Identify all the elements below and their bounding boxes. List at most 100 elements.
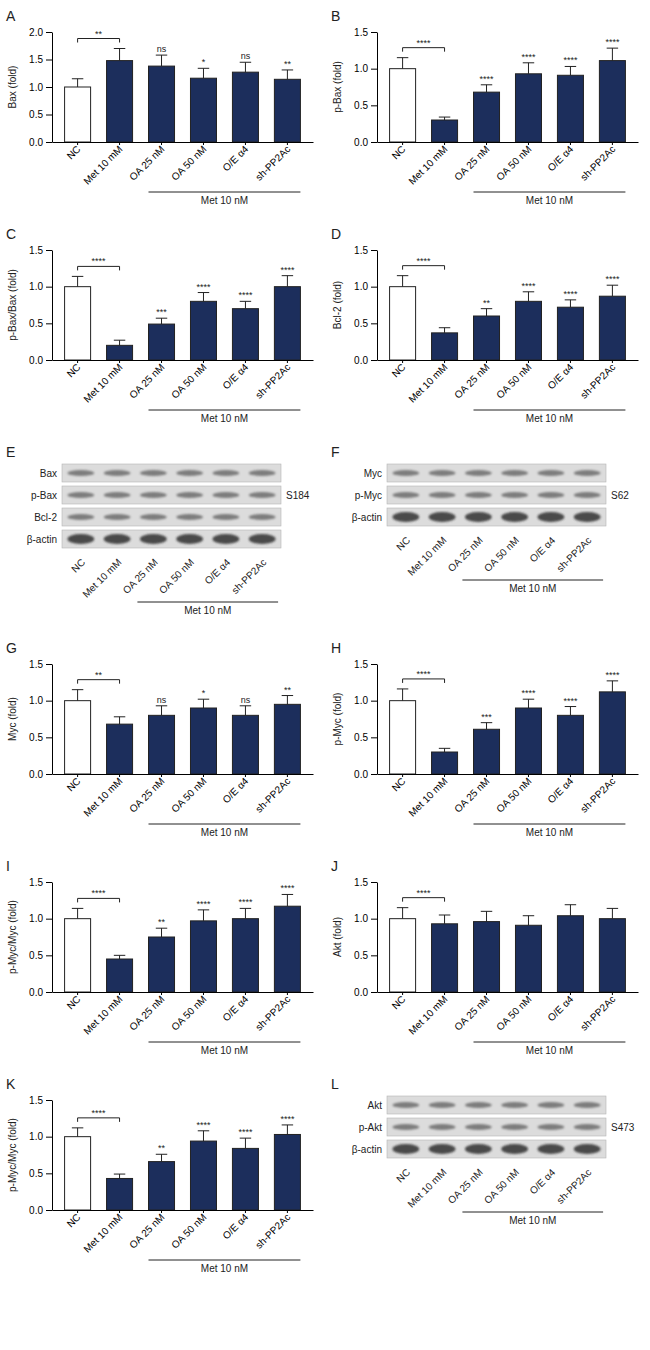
- y-tick-mark: [46, 32, 52, 33]
- y-tick: 0.5: [29, 950, 52, 961]
- comparison-bracket: [78, 1118, 120, 1122]
- significance: ****: [280, 265, 295, 275]
- x-axis: NCMet 10 mMOA 25 nMOA 50 nMO/E α4sh-PP2A…: [378, 142, 639, 187]
- bar: [557, 75, 583, 142]
- x-axis-line: [53, 1210, 314, 1211]
- y-axis-line: [52, 665, 53, 775]
- x-tick-label: OA 25 nM: [452, 775, 491, 814]
- error-bar: [240, 908, 251, 918]
- x-tick-mark: [486, 360, 487, 363]
- bar: [190, 78, 216, 142]
- blot-band: [67, 470, 94, 476]
- blot-strip: [387, 1096, 606, 1114]
- blot-band: [392, 512, 419, 522]
- x-tick-label: OA 25 nM: [127, 361, 166, 400]
- blot-band: [140, 492, 167, 498]
- y-tick: 1.5: [29, 877, 52, 888]
- blot-band: [249, 492, 276, 498]
- y-tick: 0.5: [29, 1168, 52, 1179]
- error-bar-cap: [156, 318, 167, 319]
- error-bar: [198, 293, 209, 302]
- blot: Mycp-Mycβ-actinS62NCMet 10 mMOA 25 nMOA …: [352, 464, 629, 594]
- panel: I0.00.51.01.5NCMet 10 mMOA 25 nMOA 50 nM…: [6, 858, 314, 1056]
- error-bar-stem: [287, 276, 288, 287]
- y-tick-label: 1.0: [29, 913, 43, 924]
- x-tick: O/E α4: [545, 360, 575, 391]
- significance: ****: [563, 55, 578, 65]
- blot-band: [429, 1124, 456, 1130]
- y-axis: 0.00.51.01.5: [354, 877, 377, 998]
- error-bar-cap: [240, 705, 251, 706]
- lane-label: OA 50 nM: [157, 557, 196, 596]
- x-tick-label: OA 25 nM: [452, 993, 491, 1032]
- error-bar-stem: [570, 707, 571, 716]
- blot-band: [429, 470, 456, 476]
- bar: [190, 1141, 216, 1210]
- panel-label: H: [331, 640, 341, 656]
- error-bar: [156, 318, 167, 324]
- error-bar-cap: [198, 292, 209, 293]
- error-bar: [156, 706, 167, 716]
- group-bracket: [474, 410, 626, 411]
- error-bar-stem: [161, 928, 162, 937]
- y-tick-label: 1.0: [29, 82, 43, 93]
- error-bar: [565, 66, 576, 75]
- error-bar: [397, 689, 408, 701]
- error-bar: [240, 1138, 251, 1148]
- error-bar: [523, 699, 534, 708]
- x-tick-mark: [570, 360, 571, 363]
- x-axis-line: [53, 992, 314, 993]
- bars: [65, 1125, 301, 1210]
- site-label: S62: [611, 490, 629, 501]
- panel-label: C: [6, 226, 16, 242]
- y-axis-line: [377, 251, 378, 361]
- x-tick-label: sh-PP2Ac: [253, 775, 292, 814]
- y-axis-line: [52, 33, 53, 143]
- error-bar-stem: [119, 1174, 120, 1178]
- bar: [65, 919, 91, 992]
- bar: [107, 959, 133, 992]
- y-tick-mark: [46, 287, 52, 288]
- bar: [190, 921, 216, 992]
- x-tick: sh-PP2Ac: [253, 142, 292, 183]
- x-tick-label: Met 10 mM: [81, 1211, 124, 1254]
- error-bar-stem: [119, 340, 120, 345]
- blot-band: [537, 1102, 564, 1108]
- x-tick-label: NC: [390, 361, 408, 379]
- comparison-label: **: [95, 29, 103, 39]
- y-tick: 0.5: [354, 318, 377, 329]
- group-label: Met 10 nM: [526, 195, 573, 206]
- x-tick: Met 10 mM: [406, 774, 449, 819]
- y-tick-label: 0.5: [29, 1168, 43, 1179]
- x-tick-label: OA 50 nM: [494, 143, 533, 182]
- bar: [149, 1162, 175, 1210]
- error-bar-cap: [282, 695, 293, 696]
- x-axis: NCMet 10 mMOA 25 nMOA 50 nMO/E α4sh-PP2A…: [378, 360, 639, 405]
- comparison-label: ****: [417, 38, 432, 48]
- group-label: Met 10 nM: [201, 195, 248, 206]
- error-bar-stem: [77, 908, 78, 918]
- x-tick-mark: [486, 142, 487, 145]
- bar: [149, 937, 175, 992]
- y-tick-mark: [46, 250, 52, 251]
- y-tick-mark: [46, 115, 52, 116]
- x-tick: sh-PP2Ac: [578, 992, 617, 1033]
- panel-label: G: [6, 640, 17, 656]
- error-bar-cap: [72, 908, 83, 909]
- x-tick-label: NC: [390, 775, 408, 793]
- error-bar: [114, 49, 125, 61]
- blot-band: [501, 1102, 528, 1108]
- y-tick-mark: [371, 32, 377, 33]
- figure: A0.00.51.01.52.0NCMet 10 mMOA 25 nMOA 50…: [0, 0, 650, 1350]
- error-bar: [156, 1154, 167, 1161]
- bar: [274, 906, 300, 992]
- blot-strip: [387, 1140, 606, 1158]
- y-tick: 0.0: [354, 355, 377, 366]
- error-bar-cap: [156, 928, 167, 929]
- y-tick-mark: [46, 1210, 52, 1211]
- x-tick-label: Met 10 mM: [81, 143, 124, 186]
- panel: G0.00.51.01.5NCMet 10 mMOA 25 nMOA 50 nM…: [6, 640, 314, 838]
- error-bar: [607, 285, 618, 296]
- x-tick-label: sh-PP2Ac: [253, 361, 292, 400]
- y-tick-mark: [46, 1100, 52, 1101]
